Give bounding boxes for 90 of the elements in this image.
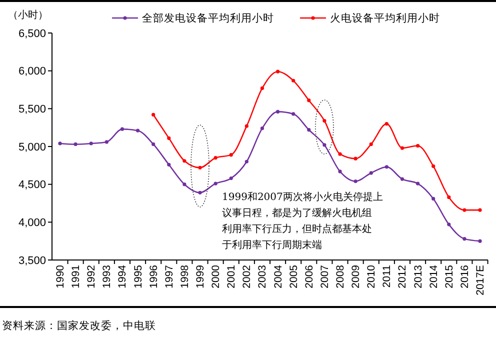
x-tick-label: 2016 xyxy=(458,264,471,288)
x-tick-label: 1999 xyxy=(194,264,206,288)
point xyxy=(214,156,218,160)
point xyxy=(307,128,311,132)
x-tick-label: 2000 xyxy=(210,264,222,288)
x-tick-label: 2004 xyxy=(272,264,284,288)
y-axis-title: （小时） xyxy=(8,9,48,21)
x-tick-label: 2003 xyxy=(256,264,269,288)
x-tick-label: 2010 xyxy=(366,264,378,288)
point xyxy=(89,142,93,146)
point xyxy=(229,176,233,180)
point xyxy=(292,112,296,116)
point xyxy=(400,146,404,150)
point xyxy=(198,166,202,170)
point xyxy=(214,182,218,186)
point xyxy=(354,180,358,184)
legend-label: 全部发电设备平均利用小时 xyxy=(142,12,274,25)
y-tick-label: 5,500 xyxy=(18,104,46,116)
point xyxy=(478,208,482,212)
point xyxy=(369,171,373,175)
point xyxy=(322,118,326,123)
point xyxy=(198,190,202,194)
point xyxy=(292,78,296,82)
point xyxy=(260,126,264,130)
point xyxy=(167,136,171,140)
point xyxy=(276,110,280,114)
point xyxy=(104,140,108,144)
point xyxy=(244,124,248,128)
point xyxy=(416,182,420,186)
point xyxy=(120,127,124,131)
point xyxy=(322,143,326,147)
point xyxy=(400,177,404,181)
point xyxy=(338,170,342,174)
x-tick-label: 1996 xyxy=(148,264,160,288)
point xyxy=(244,160,248,164)
x-tick-label: 2011 xyxy=(381,264,394,288)
x-tick-label: 2005 xyxy=(288,264,300,288)
x-tick-label: 2001 xyxy=(226,264,238,288)
point xyxy=(432,164,436,168)
x-tick-label: 1990 xyxy=(54,264,66,288)
point xyxy=(260,86,264,90)
x-tick-label: 2012 xyxy=(396,264,409,288)
point xyxy=(462,237,466,241)
x-tick-label: 2006 xyxy=(303,264,316,288)
point xyxy=(354,156,358,160)
point xyxy=(58,142,62,146)
point xyxy=(182,182,186,186)
x-tick-label: 1992 xyxy=(86,264,98,288)
point xyxy=(276,70,280,74)
point xyxy=(432,196,436,201)
point xyxy=(152,112,156,117)
y-tick-label: 3,500 xyxy=(18,254,46,267)
text: 资料来源：国家发改委，中电联 xyxy=(2,319,156,332)
y-tick-label: 4,000 xyxy=(18,217,46,230)
point xyxy=(229,153,233,157)
x-tick-label: 1995 xyxy=(132,264,144,288)
x-tick-label: 2015 xyxy=(443,264,456,288)
point xyxy=(447,195,451,199)
x-tick-label: 2007 xyxy=(318,264,331,288)
point xyxy=(478,239,482,243)
point xyxy=(136,128,140,132)
y-tick-label: 6,500 xyxy=(18,28,46,40)
point xyxy=(384,165,388,169)
x-tick-label: 2008 xyxy=(334,264,346,288)
point xyxy=(416,144,420,148)
point xyxy=(307,98,311,102)
legend-label: 火电设备平均利用小时 xyxy=(330,12,440,25)
point xyxy=(182,159,186,163)
y-tick-label: 6,000 xyxy=(18,66,46,78)
x-tick-label: 1994 xyxy=(116,264,129,288)
x-tick-label: 2014 xyxy=(428,264,440,288)
point xyxy=(74,142,78,146)
x-tick-label: 1993 xyxy=(101,264,114,288)
x-tick-label: 2013 xyxy=(412,264,424,288)
y-tick-label: 4,500 xyxy=(18,179,46,192)
x-tick-label: 1997 xyxy=(163,264,176,288)
point xyxy=(167,162,171,166)
annotation: 1999和2007两次将小火电关停提上议事日程，都是为了缓解火电机组利用率下行压力，但时点都基本处于利用率下行周期末端 xyxy=(222,191,383,251)
point xyxy=(152,142,156,146)
point xyxy=(384,122,388,126)
point xyxy=(338,152,342,156)
x-tick-label: 2017E xyxy=(474,265,486,296)
x-tick-label: 2009 xyxy=(350,264,362,288)
x-tick-label: 2002 xyxy=(241,264,254,288)
x-tick-label: 1991 xyxy=(70,264,82,288)
y-tick-label: 5,000 xyxy=(18,141,46,154)
point xyxy=(369,142,373,146)
point xyxy=(447,222,451,226)
point xyxy=(462,208,466,212)
x-tick-label: 1998 xyxy=(178,264,191,288)
